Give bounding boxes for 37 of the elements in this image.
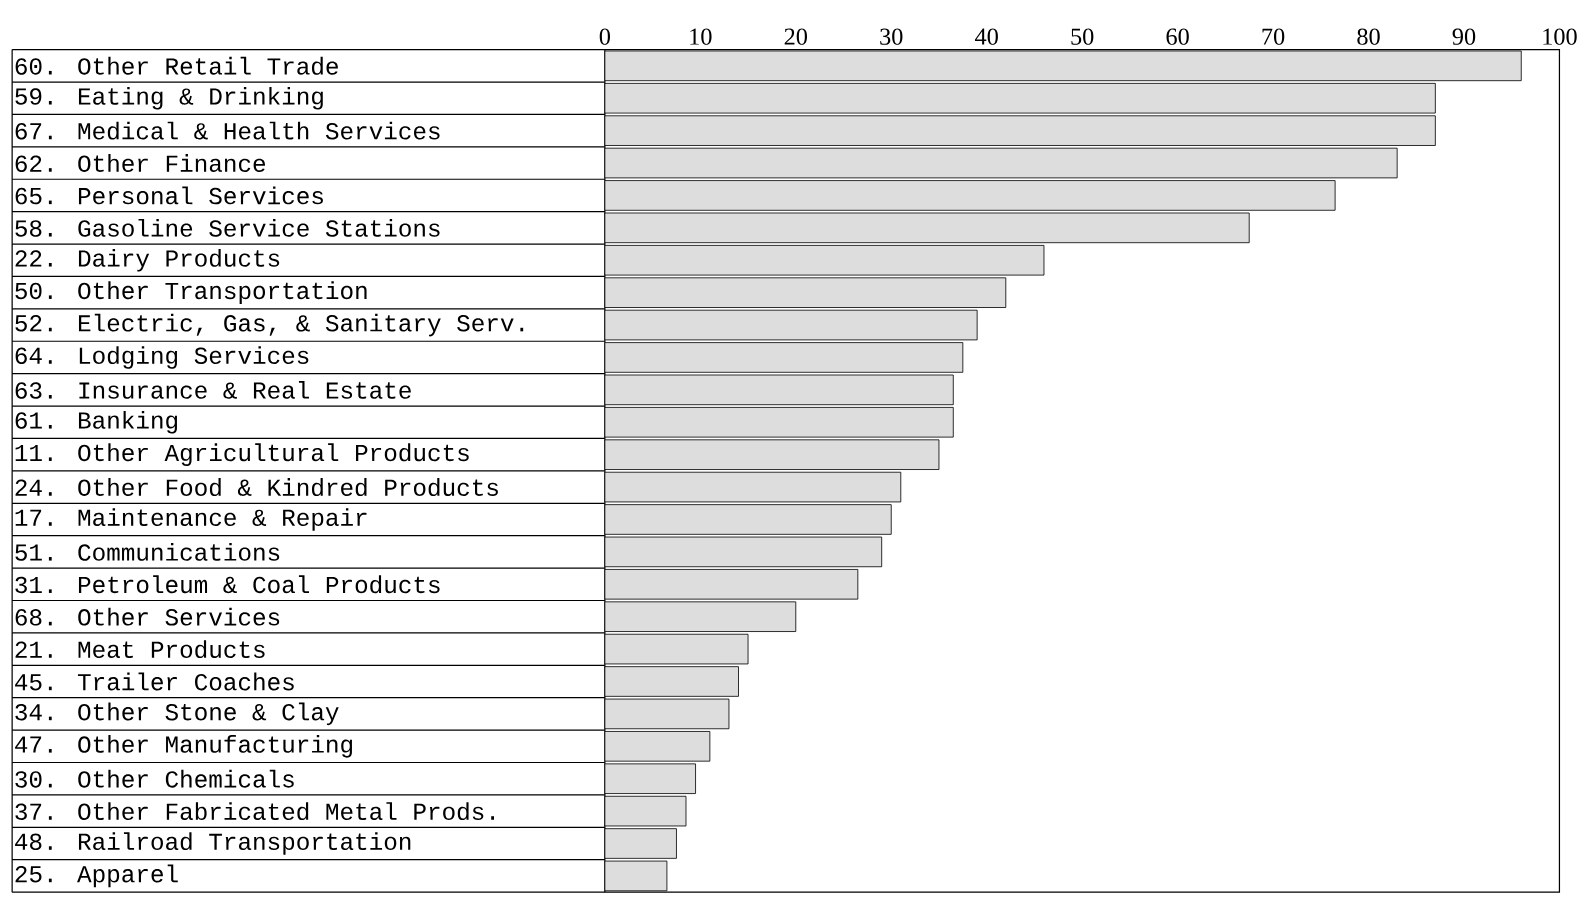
- y-tick-label: 31. Petroleum & Coal Products: [15, 575, 440, 594]
- y-tick-label: 52. Electric, Gas, & Sanitary Serv.: [15, 313, 524, 337]
- y-tick-label: 37. Other Fabricated Metal Prods.: [15, 802, 495, 820]
- x-tick-label: 90: [1452, 28, 1476, 45]
- x-tick-label: 20: [784, 28, 808, 45]
- y-tick-label: 63. Insurance & Real Estate: [15, 380, 411, 399]
- y-tick-label: 47. Other Manufacturing: [15, 734, 353, 758]
- x-tick-label: 10: [690, 28, 712, 45]
- y-tick-label: 22. Dairy Products: [15, 248, 280, 272]
- y-tick-label: 30. Other Chemicals: [15, 769, 294, 788]
- x-tick-label: 50: [1071, 28, 1094, 45]
- y-tick-label: 60. Other Retail Trade: [15, 56, 338, 75]
- y-tick-label: 67. Medical & Health Services: [15, 121, 440, 140]
- y-tick-label: 34. Other Stone & Clay: [15, 702, 339, 726]
- y-tick-label: 17. Maintenance & Repair: [15, 508, 367, 531]
- y-tick-label: 11. Other Agricultural Products: [15, 443, 469, 466]
- y-tick-label: 24. Other Food & Kindred Products: [15, 478, 498, 496]
- y-tick-label: 58. Gasoline Service Stations: [15, 218, 440, 237]
- y-tick-label: 68. Other Services: [15, 607, 280, 626]
- y-tick-label: 61. Banking: [15, 410, 178, 434]
- y-tick-label: 51. Communications: [15, 542, 280, 561]
- x-tick-label: 40: [975, 28, 998, 45]
- y-tick-label: 59. Eating & Drinking: [15, 86, 323, 110]
- x-tick-label: 100: [1543, 28, 1577, 45]
- y-tick-label: 45. Trailer Coaches: [15, 672, 294, 691]
- y-tick-label: 64. Lodging Services: [15, 346, 309, 369]
- x-tick-label: 60: [1166, 28, 1189, 45]
- y-tick-label: 50. Other Transportation: [15, 281, 367, 304]
- x-tick-label: 30: [880, 28, 903, 45]
- y-tick-label: 48. Railroad Transportation: [15, 832, 411, 855]
- x-tick-label: 70: [1262, 28, 1285, 45]
- x-tick-label: 0: [599, 28, 611, 45]
- y-tick-label: 62. Other Finance: [15, 154, 265, 172]
- y-tick-label: 25. Apparel: [15, 864, 178, 888]
- y-tick-label: 21. Meat Products: [15, 640, 265, 658]
- x-tick-label: 80: [1357, 28, 1380, 45]
- y-tick-label: 65. Personal Services: [15, 186, 323, 205]
